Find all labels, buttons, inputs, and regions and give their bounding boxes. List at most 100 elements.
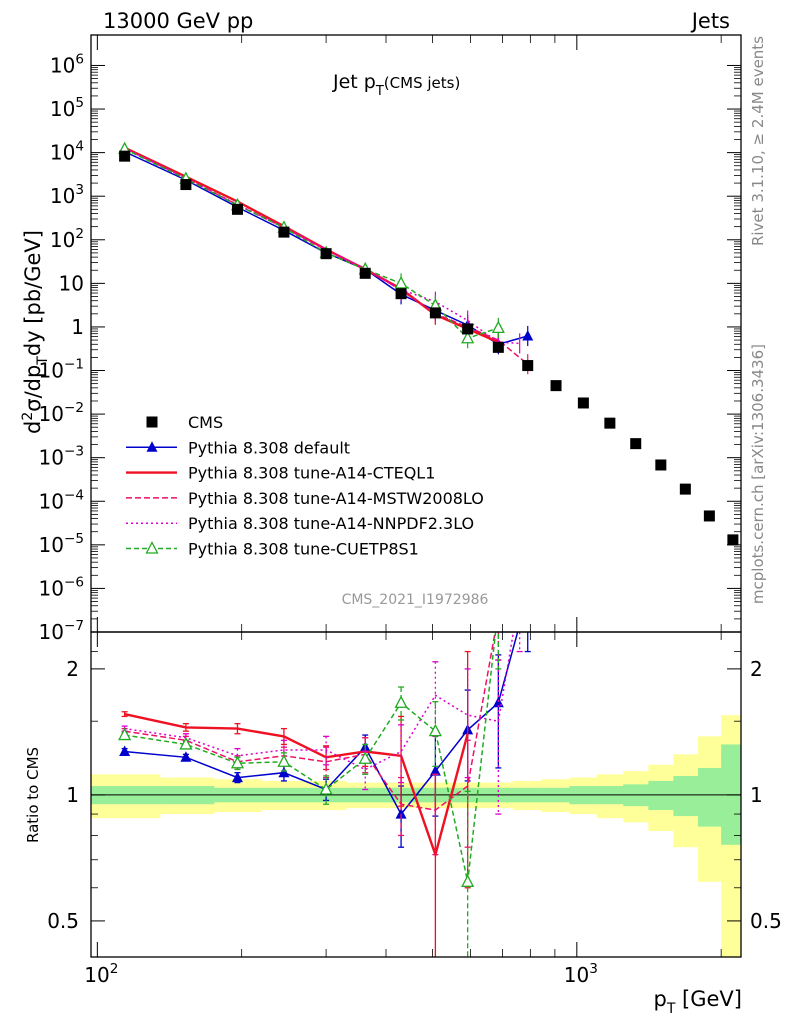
- ratio-uncertainty-bands: [91, 715, 741, 957]
- ratio-data-point: [428, 723, 442, 737]
- legend-entry-4: Pythia 8.308 tune-A14-NNPDF2.3LO: [126, 514, 474, 533]
- ratio-data-point: [358, 751, 372, 764]
- data-point: [522, 360, 534, 372]
- data-point: [604, 417, 616, 429]
- legend-entry-2: Pythia 8.308 tune-A14-CTEQL1: [126, 464, 435, 483]
- ratio-series-4: [118, 602, 504, 957]
- data-point: [727, 534, 739, 546]
- ratio-data-point: [230, 755, 245, 769]
- data-point: [320, 248, 332, 260]
- x-tick-label: 102: [84, 961, 118, 987]
- main-y-tick-label: 102: [50, 226, 84, 252]
- main-y-tick-label: 104: [50, 139, 84, 165]
- data-point: [522, 329, 534, 341]
- main-y-tick-label: 105: [50, 95, 84, 121]
- legend: CMS Pythia 8.308 default Pythia 8.308 tune…: [126, 413, 484, 559]
- legend-label: Pythia 8.308 tune-A14-MSTW2008LO: [188, 489, 484, 508]
- main-y-tick-label: 10−3: [39, 444, 85, 470]
- data-point: [492, 341, 504, 353]
- main-y-tick-label: 10−4: [39, 487, 85, 513]
- main-y-tick-label: 10−1: [39, 357, 85, 383]
- ratio-data-point: [278, 766, 290, 778]
- legend-label: Pythia 8.308 tune-A14-CTEQL1: [188, 464, 435, 483]
- x-tick-label: 103: [564, 961, 598, 987]
- ratio-series-line: [124, 632, 496, 811]
- legend-entry-5: Pythia 8.308 tune-CUETP8S1: [126, 540, 419, 559]
- stat-band-bin: [673, 775, 699, 817]
- main-y-tick-label: 106: [50, 51, 84, 77]
- main-y-tick-label: 10−5: [39, 531, 85, 557]
- ratio-data-point: [180, 751, 192, 762]
- rivet-version-note: Rivet 3.1.10, ≥ 2.4M events: [749, 36, 767, 246]
- ratio-data-point: [179, 737, 193, 750]
- legend-label: Pythia 8.308 default: [188, 438, 350, 457]
- ratio-data-point: [395, 808, 407, 819]
- header-category: Jets: [690, 9, 730, 33]
- data-point: [577, 397, 589, 409]
- main-y-tick-label: 10: [59, 271, 84, 295]
- legend-label: Pythia 8.308 tune-A14-NNPDF2.3LO: [188, 514, 474, 533]
- ratio-data-point: [119, 745, 131, 756]
- main-y-tick-label: 10−7: [39, 618, 85, 644]
- main-y-tick-label: 1: [71, 315, 84, 339]
- data-point: [119, 150, 131, 162]
- main-panel: 10610510410310210110−110−210−310−410−510…: [20, 34, 742, 644]
- legend-marker: [145, 541, 159, 554]
- data-point: [394, 275, 408, 289]
- main-series-line: [124, 148, 499, 340]
- legend-entry-0: CMS: [146, 413, 223, 432]
- stat-band-bin: [648, 780, 674, 811]
- ratio-data-point: [319, 782, 333, 795]
- data-point: [461, 330, 475, 344]
- legend-entry-1: Pythia 8.308 default: [126, 438, 350, 457]
- main-y-tick-label: 10−2: [39, 400, 85, 426]
- main-series-layer: [118, 141, 739, 546]
- data-point: [550, 380, 562, 392]
- ratio-data-point: [429, 765, 441, 776]
- ratio-plot-frame: [90, 631, 742, 958]
- ratio-y-tick-label-right: 0.5: [750, 909, 782, 933]
- ratio-y-tick-label: 1: [66, 783, 79, 807]
- ratio-series-layer: [118, 589, 533, 957]
- data-point: [703, 510, 715, 522]
- legend-marker: [146, 441, 158, 452]
- main-y-axis-label: d2σ/dpTdy [pb/GeV]: [20, 230, 51, 434]
- main-series-0: [119, 150, 739, 546]
- data-point: [180, 179, 192, 191]
- data-point: [278, 226, 290, 238]
- ratio-y-tick-label-right: 2: [750, 657, 763, 681]
- ratio-axis-ticks: 0.5 0.5 1 1 2 2 102 103: [47, 632, 782, 987]
- data-point: [231, 203, 243, 215]
- data-point: [655, 459, 667, 471]
- ratio-data-point: [493, 602, 504, 613]
- ratio-data-point: [394, 695, 408, 708]
- ratio-y-tick-label: 0.5: [47, 909, 79, 933]
- legend-label: Pythia 8.308 tune-CUETP8S1: [188, 540, 419, 559]
- legend-marker: [146, 416, 158, 428]
- legend-label: CMS: [188, 413, 223, 432]
- ratio-data-point: [461, 874, 475, 887]
- ratio-data-point: [118, 727, 132, 741]
- data-point: [359, 267, 371, 279]
- legend-entry-3: Pythia 8.308 tune-A14-MSTW2008LO: [126, 489, 484, 508]
- ratio-data-point: [522, 589, 533, 600]
- main-chart-title: Jet pT(CMS jets): [332, 71, 460, 99]
- ratio-y-tick-label-right: 1: [750, 783, 763, 807]
- mcplots-reference: mcplots.cern.ch [arXiv:1306.3436]: [749, 344, 767, 604]
- main-axis-ticks: 10610510410310210110−110−210−310−410−510…: [39, 35, 741, 644]
- data-point: [462, 323, 474, 335]
- data-point: [630, 438, 642, 450]
- ratio-series-1: [121, 650, 471, 957]
- ratio-data-point: [277, 754, 291, 767]
- data-point: [429, 307, 441, 319]
- stat-band-bin: [698, 767, 722, 827]
- analysis-watermark: CMS_2021_I1972986: [342, 592, 489, 608]
- main-y-tick-label: 103: [50, 182, 84, 208]
- ratio-data-point: [231, 771, 243, 783]
- ratio-panel: 0.5 0.5 1 1 2 2 102 103 Ratio to CMS pT [GeV]: [24, 589, 782, 1017]
- ratio-y-tick-label: 2: [66, 657, 79, 681]
- main-series-line: [124, 147, 529, 365]
- data-point: [395, 288, 407, 300]
- main-y-tick-label: 10−6: [39, 574, 85, 600]
